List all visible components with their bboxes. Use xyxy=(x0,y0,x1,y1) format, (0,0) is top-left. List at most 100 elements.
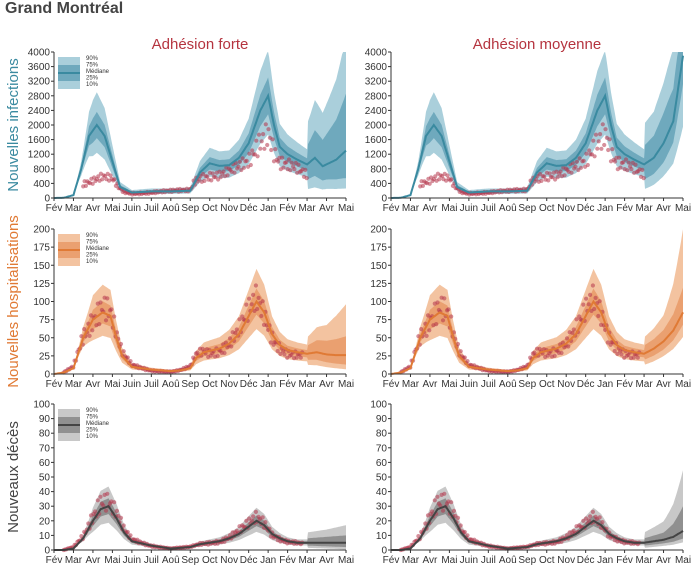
observed-point xyxy=(445,173,450,178)
band-10-90 xyxy=(54,52,346,198)
observed-point xyxy=(304,176,309,181)
x-tick-label: Oct xyxy=(202,203,218,214)
observed-point xyxy=(256,295,261,300)
legend-label: 25% xyxy=(86,253,99,259)
x-tick-label: Nov xyxy=(220,379,238,390)
x-tick-label: Avr xyxy=(423,203,438,214)
x-tick-label: Déc xyxy=(577,379,595,390)
observed-point xyxy=(424,333,429,338)
observed-point xyxy=(128,359,133,364)
x-tick-label: Mai xyxy=(441,555,457,566)
legend-label: 25% xyxy=(86,428,99,434)
legend-label: Médiane xyxy=(86,421,110,427)
legend-label: 75% xyxy=(86,240,99,246)
x-tick-label: Juin xyxy=(123,203,141,214)
observed-point xyxy=(600,520,605,525)
observed-point xyxy=(109,307,114,312)
observed-point xyxy=(121,349,126,354)
band-10-90 xyxy=(391,52,683,198)
observed-point xyxy=(607,137,612,142)
y-tick-label: 10 xyxy=(376,531,388,542)
observed-point xyxy=(266,127,271,132)
x-tick-label: Fév xyxy=(279,555,296,566)
x-tick-label: Fév xyxy=(279,203,296,214)
observed-point xyxy=(435,494,440,499)
observed-point xyxy=(101,503,106,508)
observed-point xyxy=(440,318,446,323)
y-tick-label: 50 xyxy=(39,473,51,484)
observed-point xyxy=(83,183,88,188)
y-tick-label: 2800 xyxy=(365,91,388,102)
observed-point xyxy=(573,164,578,169)
y-tick-label: 0 xyxy=(381,546,387,557)
observed-point xyxy=(577,156,582,161)
x-tick-label: Mai xyxy=(104,555,120,566)
y-tick-label: 175 xyxy=(370,243,387,254)
observed-point xyxy=(112,177,117,182)
observed-point xyxy=(288,168,293,173)
x-tick-label: Avr xyxy=(86,203,101,214)
observed-point xyxy=(586,518,591,523)
observed-point xyxy=(592,306,597,312)
x-tick-label: Avr xyxy=(656,203,671,214)
observed-point xyxy=(598,132,603,137)
observed-point xyxy=(588,514,593,519)
x-tick-label: Fév xyxy=(616,203,633,214)
observed-point xyxy=(125,529,130,535)
x-tick-label: Avr xyxy=(319,555,334,566)
y-tick-label: 400 xyxy=(33,179,50,190)
observed-point xyxy=(596,139,601,144)
observed-point xyxy=(625,168,630,173)
x-tick-label: Sep xyxy=(181,555,199,566)
y-tick-label: 125 xyxy=(370,279,387,290)
x-tick-label: Sep xyxy=(181,203,199,214)
y-tick-label: 150 xyxy=(33,261,50,272)
y-tick-label: 400 xyxy=(370,179,387,190)
row-label: Nouveaux décès xyxy=(5,421,22,533)
x-tick-label: Fév xyxy=(46,379,63,390)
observed-point xyxy=(249,302,254,307)
y-tick-label: 1600 xyxy=(28,135,51,146)
x-tick-label: Juin xyxy=(460,555,478,566)
x-tick-label: Fév xyxy=(46,203,63,214)
x-tick-label: Juil xyxy=(144,555,159,566)
observed-point xyxy=(558,169,563,174)
observed-point xyxy=(251,514,256,519)
observed-point xyxy=(437,177,442,182)
y-tick-label: 1200 xyxy=(28,150,51,161)
observed-point xyxy=(570,330,575,335)
x-tick-label: Mai xyxy=(675,203,691,214)
observed-point xyxy=(581,518,586,523)
x-tick-label: Avr xyxy=(86,379,101,390)
y-tick-label: 0 xyxy=(381,370,387,381)
observed-point xyxy=(273,147,278,152)
y-tick-label: 3200 xyxy=(365,77,388,88)
band-25-75 xyxy=(54,77,346,198)
observed-point xyxy=(587,148,592,153)
observed-point xyxy=(90,328,95,333)
x-tick-label: Mar xyxy=(298,555,316,566)
y-tick-label: 0 xyxy=(381,194,387,205)
observed-point xyxy=(298,355,303,360)
observed-point xyxy=(435,300,440,305)
observed-point xyxy=(222,350,227,356)
observed-point xyxy=(559,350,564,356)
x-tick-label: Oct xyxy=(539,379,555,390)
observed-point xyxy=(270,137,275,142)
x-tick-label: Aoû xyxy=(499,203,517,214)
observed-point xyxy=(121,523,126,528)
observed-point xyxy=(588,292,593,297)
observed-point xyxy=(613,159,618,164)
y-tick-label: 90 xyxy=(39,414,51,425)
observed-point xyxy=(93,509,98,514)
x-tick-label: Juil xyxy=(144,203,159,214)
x-tick-label: Mai xyxy=(104,203,120,214)
observed-point xyxy=(618,165,623,170)
x-tick-label: Avr xyxy=(423,379,438,390)
y-tick-label: 30 xyxy=(39,502,51,513)
observed-point xyxy=(458,349,463,354)
x-tick-label: Fév xyxy=(616,555,633,566)
